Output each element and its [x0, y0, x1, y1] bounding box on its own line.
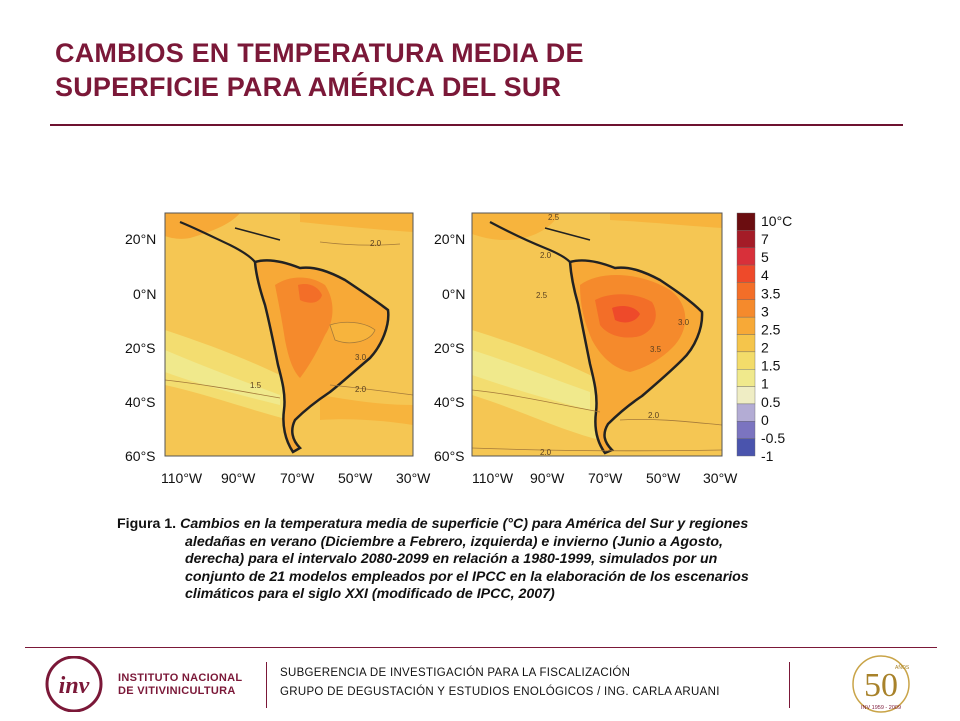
- lon-tick: 70°W: [280, 470, 315, 486]
- footer-separator-left: [266, 662, 267, 708]
- logo-text: INSTITUTO NACIONAL DE VITIVINICULTURA: [118, 672, 242, 698]
- left-contour-label-4: 1.5: [250, 381, 262, 390]
- colorbar-swatch: [736, 386, 756, 405]
- left-contour-label-2: 3.0: [355, 353, 367, 362]
- figure-caption: Figura 1. Cambios en la temperatura medi…: [117, 516, 807, 604]
- right-contour-label-6: 2.0: [648, 411, 660, 420]
- colorbar-label: 5: [761, 249, 769, 265]
- lat-tick: 40°S: [125, 394, 156, 410]
- left-lat-axis: 20°N 0°N 20°S 40°S 60°S: [125, 231, 157, 464]
- colorbar-swatch: [736, 247, 756, 266]
- lon-tick: 50°W: [338, 470, 373, 486]
- logo-line-1: INSTITUTO NACIONAL: [118, 672, 243, 684]
- colorbar-swatch: [736, 316, 756, 335]
- lat-tick: 20°S: [434, 340, 465, 356]
- logo-mark: inv: [59, 673, 90, 699]
- colorbar-label: 10°C: [761, 213, 792, 229]
- colorbar-swatch: [736, 403, 756, 422]
- colorbar-swatch: [736, 421, 756, 439]
- colorbar-label: 0.5: [761, 394, 781, 410]
- caption-line-2: aledañas en verano (Diciembre a Febrero,…: [185, 533, 723, 550]
- title-line-1: CAMBIOS EN TEMPERATURA MEDIA DE: [55, 38, 584, 68]
- anniversary-badge: 50 AÑOS INV 1959 - 2009: [845, 652, 917, 716]
- right-contour-label-5: 3.0: [678, 318, 690, 327]
- colorbar-swatch: [736, 264, 756, 283]
- colorbar-label: 0: [761, 412, 769, 428]
- colorbar-swatch: [736, 334, 756, 353]
- colorbar-swatch: [736, 212, 756, 231]
- right-contour-label-1: 2.5: [548, 213, 560, 222]
- colorbar-label: -0.5: [761, 430, 785, 446]
- badge-number: 50: [864, 667, 898, 704]
- colorbar-swatch: [736, 438, 756, 457]
- lat-tick: 40°S: [434, 394, 465, 410]
- lon-tick: 30°W: [703, 470, 738, 486]
- right-contour-label-2: 2.0: [540, 251, 552, 260]
- left-lon-axis: 110°W 90°W 70°W 50°W 30°W: [161, 470, 431, 486]
- caption-line-1: Figura 1. Cambios en la temperatura medi…: [117, 516, 807, 534]
- inv-logo: inv: [42, 655, 272, 713]
- lat-tick: 60°S: [434, 448, 465, 464]
- footer-line-2: GRUPO DE DEGUSTACIÓN Y ESTUDIOS ENOLÓGIC…: [280, 686, 720, 698]
- lon-tick: 90°W: [221, 470, 256, 486]
- footer-divider: [25, 647, 937, 648]
- caption-figure-label: Figura 1.: [117, 516, 177, 532]
- badge-years: INV 1959 - 2009: [861, 705, 901, 711]
- colorbar-label: -1: [761, 448, 774, 464]
- lon-tick: 110°W: [472, 470, 514, 486]
- title-line-2: SUPERFICIE PARA AMÉRICA DEL SUR: [55, 72, 562, 102]
- title-divider: [50, 124, 903, 126]
- colorbar-label: 1.5: [761, 358, 781, 374]
- footer-separator-right: [789, 662, 790, 708]
- lon-tick: 50°W: [646, 470, 681, 486]
- lat-tick: 20°S: [125, 340, 156, 356]
- lat-tick: 20°N: [125, 231, 156, 247]
- logo-line-2: DE VITIVINICULTURA: [118, 685, 236, 697]
- colorbar: 10°C 7 5 4 3.5 3 2.5 2 1.5 1 0.5 0 -0.5 -1: [736, 212, 792, 464]
- colorbar-label: 2: [761, 340, 769, 356]
- left-contour-label-3: 2.0: [355, 385, 367, 394]
- colorbar-label: 7: [761, 231, 769, 247]
- colorbar-swatch: [736, 282, 756, 300]
- caption-line-3: derecha) para el intervalo 2080-2099 en …: [185, 551, 718, 567]
- footer-text: SUBGERENCIA DE INVESTIGACIÓN PARA LA FIS…: [280, 664, 720, 702]
- right-contour-label-4: 3.5: [650, 345, 662, 354]
- colorbar-swatch: [736, 299, 756, 318]
- colorbar-label: 4: [761, 267, 769, 283]
- right-lat-axis: 20°N 0°N 20°S 40°S 60°S: [434, 231, 466, 464]
- colorbar-label: 1: [761, 376, 769, 392]
- colorbar-label: 2.5: [761, 321, 781, 337]
- lat-tick: 0°N: [133, 286, 157, 302]
- caption-text: Cambios en la temperatura media de super…: [180, 516, 749, 532]
- summer-map: 2.0 3.0 2.0 1.5: [164, 212, 414, 457]
- lon-tick: 70°W: [588, 470, 623, 486]
- colorbar-swatch: [736, 351, 756, 370]
- colorbar-swatch: [736, 369, 756, 387]
- colorbar-swatch: [736, 230, 756, 248]
- lon-tick: 90°W: [530, 470, 565, 486]
- right-contour-label-7: 2.0: [540, 448, 552, 457]
- winter-map: 2.5 2.0 2.5 3.5 3.0 2.0 2.0: [471, 212, 723, 457]
- footer-line-1: SUBGERENCIA DE INVESTIGACIÓN PARA LA FIS…: [280, 667, 631, 679]
- right-contour-label-3: 2.5: [536, 291, 548, 300]
- left-contour-label-1: 2.0: [370, 239, 382, 248]
- colorbar-label: 3: [761, 303, 769, 319]
- badge-small: AÑOS: [895, 664, 910, 671]
- anniversary-badge-icon: 50 AÑOS INV 1959 - 2009: [852, 655, 910, 713]
- inv-logo-icon: inv: [45, 655, 103, 713]
- caption-line-4: conjunto de 21 modelos empleados por el …: [185, 568, 749, 585]
- lat-tick: 60°S: [125, 448, 156, 464]
- caption-line-5: climáticos para el siglo XXI (modificado…: [185, 586, 555, 602]
- colorbar-label: 3.5: [761, 285, 781, 301]
- lat-tick: 0°N: [442, 286, 466, 302]
- page-title: CAMBIOS EN TEMPERATURA MEDIA DE SUPERFIC…: [55, 36, 905, 104]
- lon-tick: 110°W: [161, 470, 203, 486]
- right-lon-axis: 110°W 90°W 70°W 50°W 30°W: [472, 470, 738, 486]
- lat-tick: 20°N: [434, 231, 465, 247]
- lon-tick: 30°W: [396, 470, 431, 486]
